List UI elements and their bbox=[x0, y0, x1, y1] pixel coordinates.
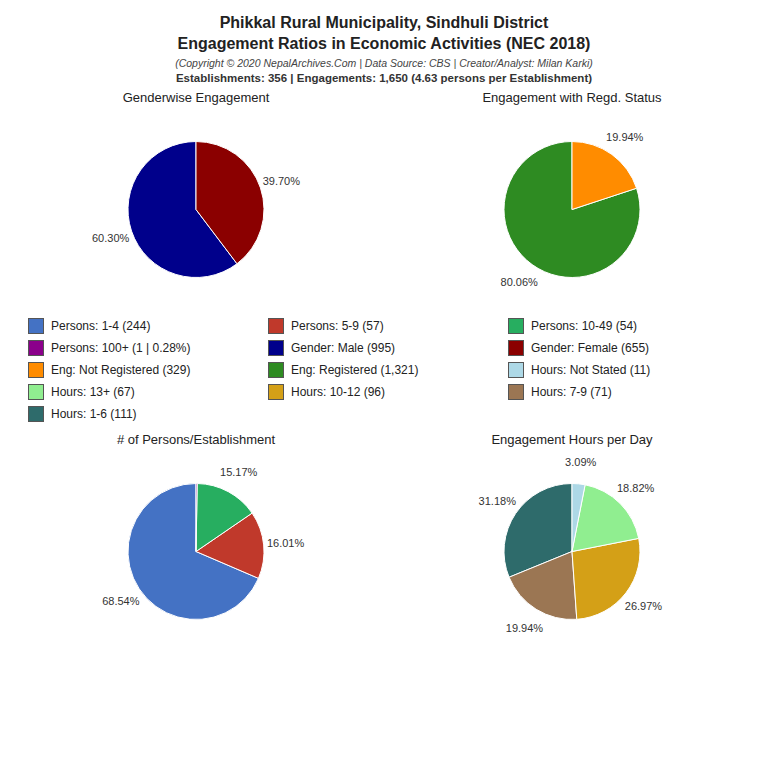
html-text:Establishments: 356 | Engageme: Establishments: 356 | Engagements: 1,650… bbox=[176, 72, 592, 84]
html-text:Eng: Not Registered (329): Eng: Not Registered (329) bbox=[51, 363, 191, 377]
svg-text:15.17%: 15.17% bbox=[220, 466, 258, 478]
html-text:Engagement Hours per Day: Engagement Hours per Day bbox=[491, 432, 653, 447]
html-text:(Copyright © 2020 NepalArchive: (Copyright © 2020 NepalArchives.Com | Da… bbox=[175, 57, 593, 69]
html-text:Hours: 7-9 (71): Hours: 7-9 (71) bbox=[531, 385, 612, 399]
html-text:Persons: 1-4 (244): Persons: 1-4 (244) bbox=[51, 319, 151, 333]
html-text:Hours: 1-6 (111): Hours: 1-6 (111) bbox=[51, 407, 137, 421]
html-text:Engagement Ratios in Economic: Engagement Ratios in Economic Activities… bbox=[177, 35, 591, 52]
html-text:Hours: 13+ (67): Hours: 13+ (67) bbox=[51, 385, 135, 399]
svg-text:3.09%: 3.09% bbox=[565, 456, 596, 468]
html-text:Hours: Not Stated (11): Hours: Not Stated (11) bbox=[531, 363, 651, 377]
html-text:Persons: 5-9 (57): Persons: 5-9 (57) bbox=[291, 319, 384, 333]
svg-text:18.82%: 18.82% bbox=[617, 482, 655, 494]
html-text:Engagement with Regd. Status: Engagement with Regd. Status bbox=[482, 90, 662, 105]
svg-text:19.94%: 19.94% bbox=[606, 131, 644, 143]
html-text:Persons: 10-49 (54): Persons: 10-49 (54) bbox=[531, 319, 638, 333]
svg-text:68.54%: 68.54% bbox=[102, 595, 140, 607]
html-text:Hours: 10-12 (96): Hours: 10-12 (96) bbox=[291, 385, 385, 399]
html-text:# of Persons/Establishment: # of Persons/Establishment bbox=[116, 432, 276, 447]
svg-text:80.06%: 80.06% bbox=[501, 276, 539, 288]
svg-text:26.97%: 26.97% bbox=[625, 600, 663, 612]
html-text:Gender: Female (655): Gender: Female (655) bbox=[531, 341, 650, 355]
html-text:Phikkal Rural Municipality, Si: Phikkal Rural Municipality, Sindhuli Dis… bbox=[219, 14, 549, 31]
html-text:Persons: 100+ (1 | 0.28%): Persons: 100+ (1 | 0.28%) bbox=[51, 341, 191, 355]
html-text:Eng: Registered (1,321): Eng: Registered (1,321) bbox=[291, 363, 419, 377]
svg-text:31.18%: 31.18% bbox=[479, 495, 517, 507]
svg-text:19.94%: 19.94% bbox=[506, 622, 544, 634]
svg-text:16.01%: 16.01% bbox=[267, 537, 305, 549]
html-text:Genderwise Engagement: Genderwise Engagement bbox=[122, 90, 270, 105]
svg-text:39.70%: 39.70% bbox=[263, 175, 301, 187]
svg-text:60.30%: 60.30% bbox=[92, 232, 130, 244]
html-text:Gender: Male (995): Gender: Male (995) bbox=[291, 341, 396, 355]
